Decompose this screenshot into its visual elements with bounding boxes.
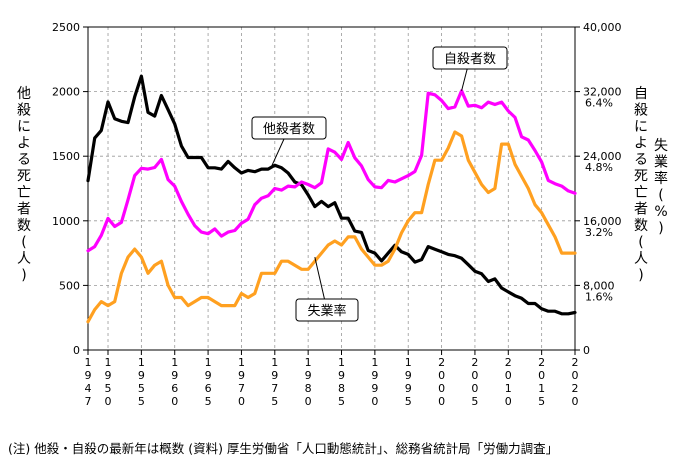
left-tick-label: 2500 [52, 21, 80, 34]
homicide-callout-label: 他殺者数 [263, 122, 315, 137]
series-line-left [86, 74, 577, 316]
footnote: (注) 他殺・自殺の最新年は概数 (資料) 厚生労働省「人口動態統計」、総務省統… [8, 441, 558, 456]
right-tick-label: 40,000 [583, 21, 622, 34]
right-tick-label: 24,000 [583, 150, 622, 163]
plot-frame [87, 26, 576, 351]
right-axis-label-main: 自殺による死亡者数(人) [634, 86, 648, 284]
suicide-callout-box [432, 46, 508, 70]
series-group [86, 74, 577, 324]
unemployment-callout-label: 失業率 [307, 303, 346, 319]
right-tick-label: 0 [583, 344, 590, 357]
left-axis-ticks: 0 500 1000 1500 2000 2500 [52, 21, 88, 357]
left-tick-label: 1000 [52, 215, 80, 228]
right-tick-label: 16,000 [583, 215, 622, 228]
homicide-callout-box [251, 116, 327, 140]
rate-tick-label: 4.8% [585, 161, 613, 174]
left-tick-label: 1500 [52, 150, 80, 163]
rate-tick-label: 1.6% [585, 290, 613, 303]
left-tick-label: 0 [73, 344, 80, 357]
x-axis-ticks: 1 9 4 7 1 9 5 0 1 9 5 5 1 9 6 0 1 9 6 5 1 9 7 0 1 9 7 5 1 9 8 0 1 9 8 5 1 9 9 0… [85, 350, 579, 408]
unemployment-callout-box [295, 298, 359, 322]
suicide-callout-label: 自殺者数 [444, 52, 496, 67]
left-tick-label: 500 [59, 279, 80, 292]
rate-tick-label: 3.2% [585, 226, 613, 239]
right-axis-label-rate: 失業率(%) [654, 138, 668, 237]
axis-labels: 他殺による死亡者数(人) 自殺による死亡者数(人) 失業率(%) [17, 86, 668, 284]
rate-tick-label: 6.4% [585, 97, 613, 110]
right-tick-label: 32,000 [583, 86, 622, 99]
left-axis-label: 他殺による死亡者数(人) [17, 86, 31, 284]
axes [87, 26, 576, 351]
right-tick-label: 8,000 [583, 279, 615, 292]
series-line-right [86, 89, 577, 253]
series-line-right_rate [86, 130, 577, 324]
left-tick-label: 2000 [52, 86, 80, 99]
right-axis-ticks: 0 8,000 16,000 24,000 32,000 40,000 1.6% 3.2% 4.… [575, 21, 622, 357]
